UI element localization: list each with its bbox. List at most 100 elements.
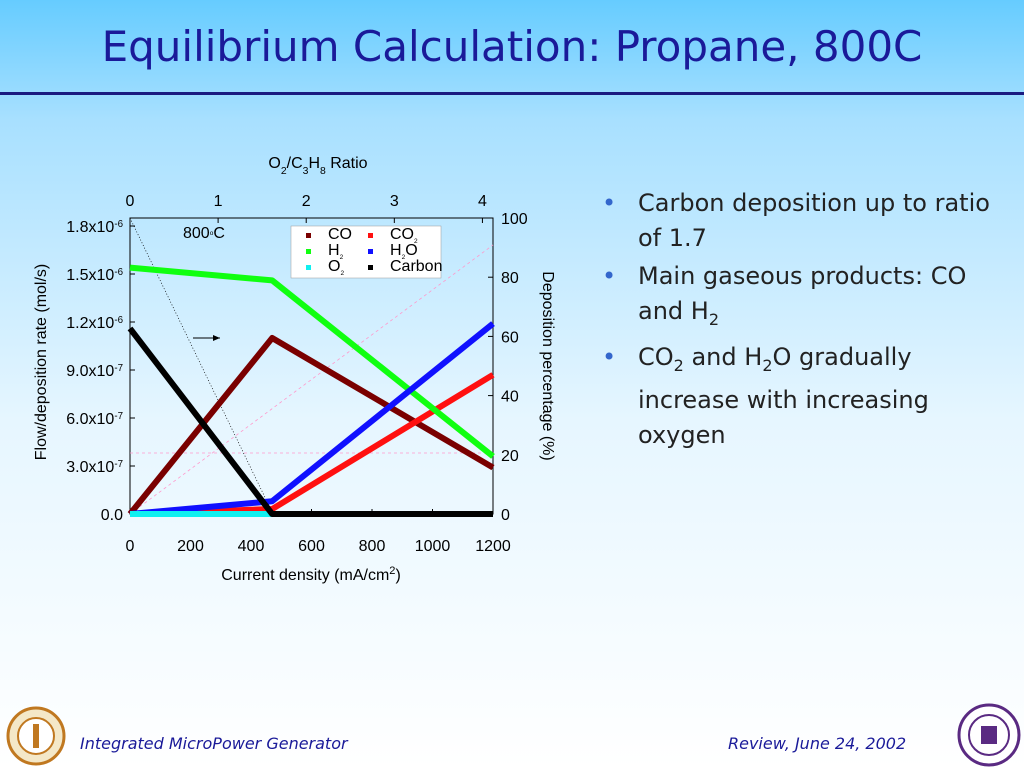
- text-run: 8: [320, 166, 326, 177]
- legend-swatch: [306, 233, 311, 238]
- logo-right: [957, 703, 1021, 767]
- x2-tick-label: 3: [390, 193, 399, 210]
- text-run: -6: [114, 267, 123, 278]
- guide-line: [129, 244, 494, 515]
- text-run: -7: [114, 459, 123, 470]
- text-run: 2: [389, 565, 395, 577]
- text-run: 2: [340, 270, 344, 277]
- text-run: 9.0x10: [66, 363, 114, 380]
- text-run: O: [405, 242, 417, 259]
- text-run: Ratio: [326, 155, 368, 172]
- x-tick-label: 0: [126, 538, 135, 555]
- legend-swatch: [306, 265, 311, 270]
- x2-tick-label: 1: [214, 193, 223, 210]
- text-run: CO: [638, 342, 674, 371]
- guide-line: [129, 217, 274, 515]
- text-run: 1.5x10: [66, 267, 114, 284]
- text-run: 2: [762, 355, 773, 375]
- text-run: 2: [281, 166, 287, 177]
- text-run: O: [268, 155, 280, 172]
- text-run: -6: [114, 315, 123, 326]
- legend-label: CO2: [390, 226, 418, 245]
- series-line: [127, 326, 493, 517]
- legend-label: H2O: [390, 242, 418, 261]
- text-run: CO: [390, 226, 414, 243]
- text-run: O: [328, 258, 340, 275]
- text-run: C: [213, 225, 225, 242]
- text-run: 1.8x10: [66, 219, 114, 236]
- legend-swatch: [306, 249, 311, 254]
- text-run: 2: [340, 254, 344, 261]
- text-run: 2: [414, 238, 418, 245]
- legend-label: H2: [328, 242, 344, 261]
- title-rule: [0, 92, 1024, 95]
- text-run: 2: [402, 254, 406, 261]
- bullet: Carbon deposition up to ratio of 1.7: [600, 186, 1000, 256]
- text-run: 2: [673, 355, 684, 375]
- y-tick-label: 1.5x10-6: [66, 267, 123, 285]
- legend-swatch: [368, 233, 373, 238]
- logo-left: [6, 706, 66, 766]
- text-run: -7: [114, 363, 123, 374]
- y2-tick-label: 80: [501, 270, 519, 287]
- text-run: H: [390, 242, 402, 259]
- text-run: H: [308, 155, 320, 172]
- text-run: O gradually increase with increasing oxy…: [638, 342, 929, 449]
- annotation: 800oC: [183, 225, 225, 242]
- y2-tick-label: 0: [501, 507, 510, 524]
- y-tick-label: 3.0x10-7: [66, 459, 123, 477]
- footer-right: Review, June 24, 2002: [728, 734, 907, 753]
- text-run: Current density (mA/cm: [221, 567, 389, 584]
- text-run: 1.2x10: [66, 315, 114, 332]
- y2-tick-label: 100: [501, 211, 528, 228]
- y-tick-label: 9.0x10-7: [66, 363, 123, 381]
- legend-swatch: [368, 265, 373, 270]
- x2-axis-title: O2/C3H8 Ratio: [268, 155, 367, 177]
- y-tick-label: 1.2x10-6: [66, 315, 123, 333]
- text-run: 3.0x10: [66, 459, 114, 476]
- series-line: [127, 335, 495, 516]
- x2-tick-label: 2: [302, 193, 311, 210]
- footer-left: Integrated MicroPower Generator: [80, 734, 348, 753]
- y-tick-label: 1.8x10-6: [66, 219, 123, 237]
- bullet: CO2 and H2O gradually increase with incr…: [600, 340, 1000, 453]
- text-run: /C: [287, 155, 303, 172]
- y2-axis-title: Deposition percentage (%): [539, 271, 556, 460]
- x-tick-label: 200: [177, 538, 204, 555]
- text-run: Main gaseous products: CO and H: [638, 262, 967, 325]
- y2-tick-label: 60: [501, 329, 519, 346]
- y2-tick-label: 40: [501, 389, 519, 406]
- x-tick-label: 400: [238, 538, 265, 555]
- x2-tick-label: 0: [126, 193, 135, 210]
- text-run: 2: [708, 309, 720, 329]
- y2-tick-label: 20: [501, 448, 519, 465]
- slide-title: Equilibrium Calculation: Propane, 800C: [101, 22, 923, 71]
- text-run: ): [395, 567, 400, 584]
- y-tick-label: 0.0: [101, 507, 123, 524]
- legend-label: CO: [328, 226, 352, 243]
- x2-tick-label: 4: [478, 193, 487, 210]
- legend-label: O2: [328, 258, 344, 277]
- bullet: Main gaseous products: CO and H2: [600, 259, 1000, 337]
- arrow-head: [213, 335, 220, 341]
- x-tick-label: 1200: [475, 538, 511, 555]
- text-run: Carbon deposition up to ratio of 1.7: [638, 189, 990, 252]
- x-tick-label: 800: [359, 538, 386, 555]
- bullet-list: Carbon deposition up to ratio of 1.7 Main…: [600, 186, 1000, 456]
- legend-box: [290, 225, 442, 279]
- y-tick-label: 6.0x10-7: [66, 411, 123, 429]
- legend-swatch: [368, 249, 373, 254]
- text-run: o: [210, 230, 214, 237]
- text-run: 800: [183, 225, 210, 242]
- series-line: [129, 264, 495, 459]
- text-run: and H: [683, 342, 763, 371]
- text-run: 6.0x10: [66, 411, 114, 428]
- text-run: 3: [303, 166, 309, 177]
- series-line: [129, 372, 495, 517]
- x-tick-label: 600: [298, 538, 325, 555]
- legend-label: Carbon: [390, 258, 442, 275]
- text-run: -7: [114, 411, 123, 422]
- plot-frame: [129, 217, 494, 515]
- y-axis-title: Flow/deposition rate (mol/s): [33, 264, 50, 461]
